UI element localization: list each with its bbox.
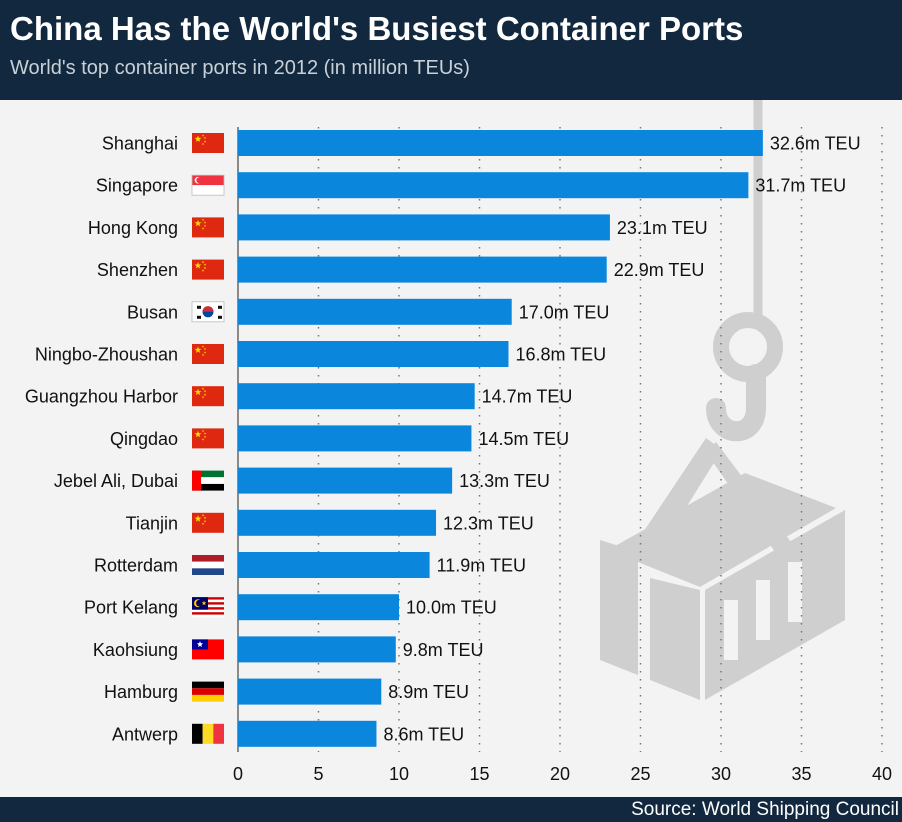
china-flag-icon — [192, 428, 224, 449]
category-label: Rotterdam — [94, 556, 178, 576]
x-tick-label: 35 — [791, 764, 811, 784]
value-label: 31.7m TEU — [755, 176, 846, 196]
category-label: Shanghai — [102, 134, 178, 154]
category-label: Busan — [127, 302, 178, 322]
china-flag-icon — [192, 259, 224, 280]
shipping-container-crane-hook-icon — [600, 100, 845, 700]
value-label: 22.9m TEU — [614, 260, 705, 280]
flags — [191, 133, 225, 744]
value-label: 12.3m TEU — [443, 513, 534, 533]
category-label: Tianjin — [126, 513, 178, 533]
category-label: Singapore — [96, 176, 178, 196]
chart-subtitle: World's top container ports in 2012 (in … — [10, 57, 470, 79]
china-flag-icon — [192, 217, 224, 238]
bar-11 — [238, 594, 399, 621]
value-label: 32.6m TEU — [770, 134, 861, 154]
china-flag-icon — [192, 386, 224, 407]
value-label: 8.9m TEU — [388, 682, 469, 702]
belgium-flag-icon — [192, 723, 224, 744]
category-label: Shenzhen — [97, 260, 178, 280]
x-tick-label: 15 — [469, 764, 489, 784]
value-label: 14.5m TEU — [478, 429, 569, 449]
category-label: Port Kelang — [84, 598, 178, 618]
value-label: 14.7m TEU — [482, 387, 573, 407]
china-flag-icon — [192, 133, 224, 153]
bar-3 — [238, 256, 607, 283]
bar-6 — [238, 383, 475, 410]
uae-flag-icon — [192, 470, 224, 491]
x-tick-label: 25 — [630, 764, 650, 784]
category-label: Kaohsiung — [93, 640, 178, 660]
singapore-flag-icon — [191, 174, 225, 196]
x-axis-ticks: 0 5 10 15 20 25 30 35 40 — [233, 764, 892, 784]
source-label: Source: World Shipping Council — [631, 799, 899, 820]
value-label: 11.9m TEU — [437, 556, 526, 576]
bars — [238, 130, 763, 747]
netherlands-flag-icon — [192, 555, 224, 575]
south-korea-flag-icon — [191, 301, 225, 323]
bar-chart: 32.6m TEU Shanghai 31.7m TEU Singapore 23.1m… — [25, 100, 892, 784]
malaysia-flag-icon — [192, 597, 224, 618]
header: China Has the World's Busiest Container … — [0, 0, 902, 100]
value-label: 10.0m TEU — [406, 598, 497, 618]
x-tick-label: 5 — [313, 764, 323, 784]
x-tick-label: 0 — [233, 764, 243, 784]
china-flag-icon — [192, 344, 224, 364]
value-label: 23.1m TEU — [617, 218, 708, 238]
bar-5 — [238, 341, 509, 367]
china-flag-icon — [192, 512, 224, 533]
bar-7 — [238, 425, 472, 452]
category-label: Qingdao — [110, 429, 178, 449]
category-label: Hong Kong — [88, 218, 178, 238]
labels: 32.6m TEU Shanghai 31.7m TEU Singapore 23.1m… — [25, 134, 861, 745]
category-label: Hamburg — [104, 682, 178, 702]
x-tick-label: 10 — [389, 764, 409, 784]
bar-9 — [238, 509, 437, 536]
bar-1 — [238, 172, 749, 199]
bar-14 — [238, 720, 377, 747]
bar-4 — [238, 298, 512, 325]
bar-12 — [238, 636, 396, 663]
bar-0 — [238, 130, 763, 156]
value-label: 9.8m TEU — [403, 640, 484, 660]
germany-flag-icon — [192, 681, 224, 702]
category-label: Guangzhou Harbor — [25, 387, 178, 407]
value-label: 13.3m TEU — [459, 471, 550, 491]
footer: Source: World Shipping Council — [0, 797, 902, 822]
bar-2 — [238, 214, 610, 241]
category-label: Antwerp — [112, 724, 178, 744]
category-label: Jebel Ali, Dubai — [54, 471, 178, 491]
bar-10 — [238, 552, 430, 578]
x-tick-label: 30 — [711, 764, 731, 784]
category-label: Ningbo-Zhoushan — [35, 345, 178, 365]
value-label: 17.0m TEU — [519, 302, 610, 322]
taiwan-flag-icon — [192, 639, 224, 660]
chart-title: China Has the World's Busiest Container … — [10, 10, 744, 47]
x-tick-label: 20 — [550, 764, 570, 784]
x-tick-label: 40 — [872, 764, 892, 784]
value-label: 8.6m TEU — [383, 724, 464, 744]
value-label: 16.8m TEU — [515, 345, 606, 365]
bar-13 — [238, 678, 382, 705]
bar-8 — [238, 467, 453, 494]
